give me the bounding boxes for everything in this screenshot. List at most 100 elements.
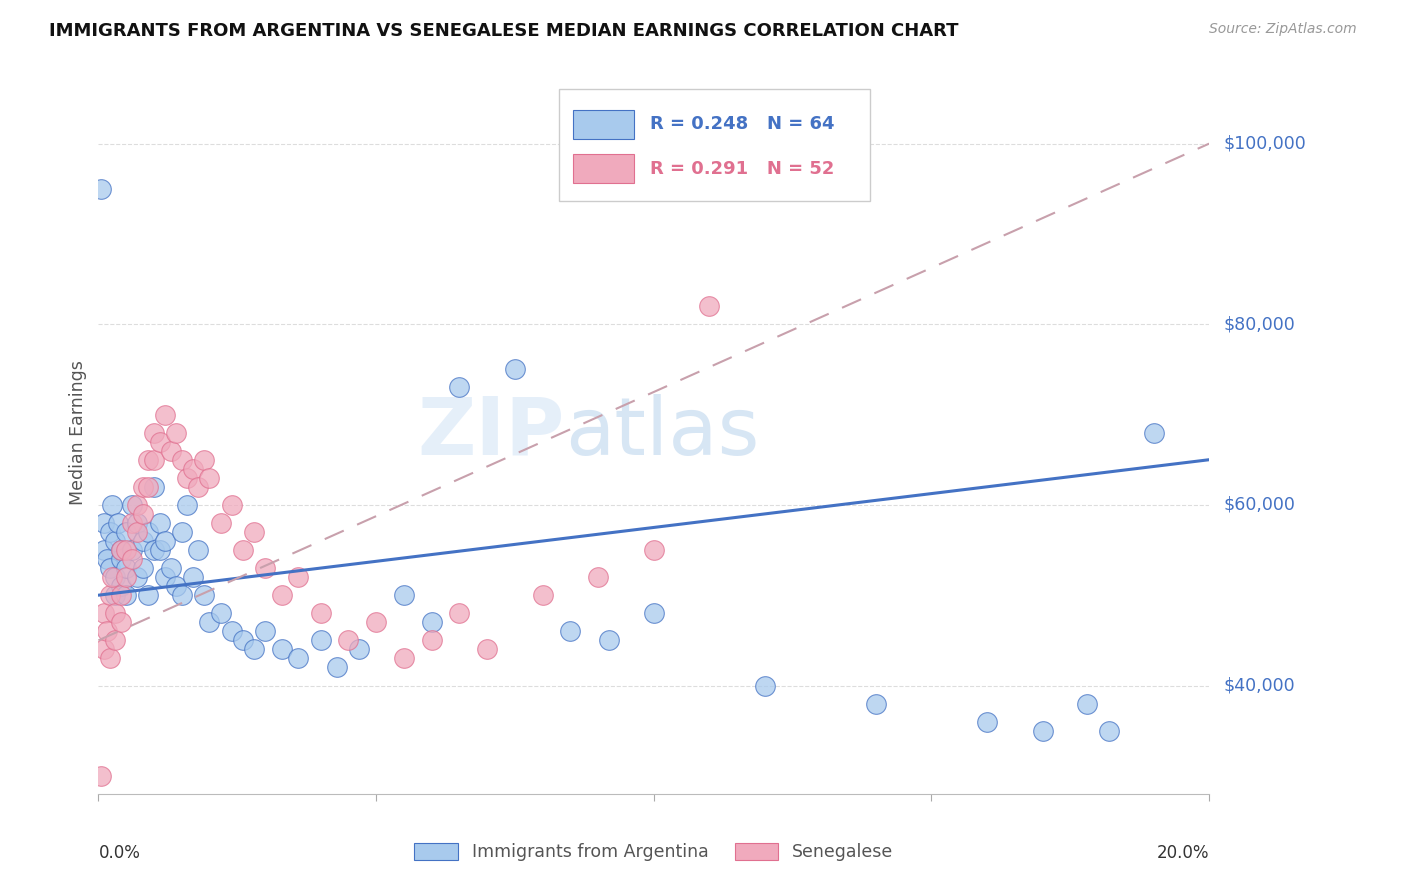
Text: $60,000: $60,000 xyxy=(1223,496,1295,514)
Point xyxy=(198,471,221,485)
Point xyxy=(96,624,118,639)
Point xyxy=(98,561,121,575)
Point xyxy=(187,480,209,494)
Point xyxy=(699,299,721,313)
Point xyxy=(221,498,243,512)
Point xyxy=(121,516,143,530)
Text: R = 0.248   N = 64: R = 0.248 N = 64 xyxy=(651,115,835,133)
Point xyxy=(176,471,198,485)
Point xyxy=(153,533,176,548)
Point xyxy=(170,452,193,467)
Point xyxy=(232,633,254,648)
Point xyxy=(107,516,129,530)
Point xyxy=(143,543,166,558)
Point xyxy=(243,524,266,539)
Point xyxy=(110,579,132,593)
Point xyxy=(392,588,415,602)
Point xyxy=(143,452,166,467)
Text: R = 0.291   N = 52: R = 0.291 N = 52 xyxy=(651,160,835,178)
Point xyxy=(104,588,127,602)
Point xyxy=(221,624,243,639)
Point xyxy=(287,651,309,665)
Point xyxy=(475,642,499,657)
Point xyxy=(165,425,187,440)
Point xyxy=(93,516,115,530)
Point xyxy=(187,543,209,558)
Point xyxy=(115,588,138,602)
Point xyxy=(170,524,193,539)
Point xyxy=(121,498,143,512)
Point xyxy=(121,543,143,558)
Point xyxy=(98,524,121,539)
Point xyxy=(366,615,388,630)
Point xyxy=(1076,697,1098,711)
Point xyxy=(143,425,166,440)
Text: 20.0%: 20.0% xyxy=(1157,845,1209,863)
FancyBboxPatch shape xyxy=(572,110,634,138)
Point xyxy=(159,561,181,575)
Point xyxy=(159,443,181,458)
Point xyxy=(138,588,160,602)
Point xyxy=(110,543,132,558)
Point xyxy=(101,498,124,512)
Point xyxy=(754,678,776,692)
Point xyxy=(132,507,155,521)
Point xyxy=(253,561,276,575)
Point xyxy=(148,516,170,530)
Point xyxy=(449,607,471,621)
Point xyxy=(110,543,132,558)
Point xyxy=(132,561,155,575)
Point xyxy=(90,769,112,783)
Point xyxy=(127,498,149,512)
Point xyxy=(193,452,215,467)
Point xyxy=(115,570,138,584)
Point xyxy=(865,697,887,711)
Point xyxy=(90,182,112,196)
Point xyxy=(531,588,554,602)
Point xyxy=(104,533,127,548)
Point xyxy=(127,524,149,539)
Point xyxy=(1143,425,1166,440)
Point xyxy=(643,607,665,621)
Point xyxy=(153,408,176,422)
Point xyxy=(309,633,332,648)
FancyBboxPatch shape xyxy=(572,154,634,184)
Point xyxy=(176,498,198,512)
Point xyxy=(110,615,132,630)
Point xyxy=(198,615,221,630)
Point xyxy=(270,642,292,657)
Y-axis label: Median Earnings: Median Earnings xyxy=(69,360,87,505)
Point xyxy=(115,543,138,558)
Point xyxy=(598,633,620,648)
Point xyxy=(232,543,254,558)
Point xyxy=(110,552,132,566)
Point xyxy=(138,480,160,494)
Point xyxy=(93,642,115,657)
Point xyxy=(110,588,132,602)
Point xyxy=(93,607,115,621)
Point xyxy=(165,579,187,593)
Point xyxy=(337,633,360,648)
Point xyxy=(132,533,155,548)
Point xyxy=(420,633,443,648)
Point xyxy=(560,624,582,639)
Point xyxy=(115,524,138,539)
Legend: Immigrants from Argentina, Senegalese: Immigrants from Argentina, Senegalese xyxy=(408,836,900,868)
Point xyxy=(143,480,166,494)
Point xyxy=(121,552,143,566)
Point xyxy=(209,607,232,621)
Point xyxy=(127,570,149,584)
Point xyxy=(209,516,232,530)
Text: Source: ZipAtlas.com: Source: ZipAtlas.com xyxy=(1209,22,1357,37)
Point xyxy=(138,452,160,467)
Point xyxy=(253,624,276,639)
Point xyxy=(96,552,118,566)
Point xyxy=(243,642,266,657)
FancyBboxPatch shape xyxy=(560,89,870,202)
Point xyxy=(287,570,309,584)
Point xyxy=(127,516,149,530)
Point xyxy=(148,434,170,449)
Text: $80,000: $80,000 xyxy=(1223,315,1295,334)
Text: IMMIGRANTS FROM ARGENTINA VS SENEGALESE MEDIAN EARNINGS CORRELATION CHART: IMMIGRANTS FROM ARGENTINA VS SENEGALESE … xyxy=(49,22,959,40)
Point xyxy=(93,543,115,558)
